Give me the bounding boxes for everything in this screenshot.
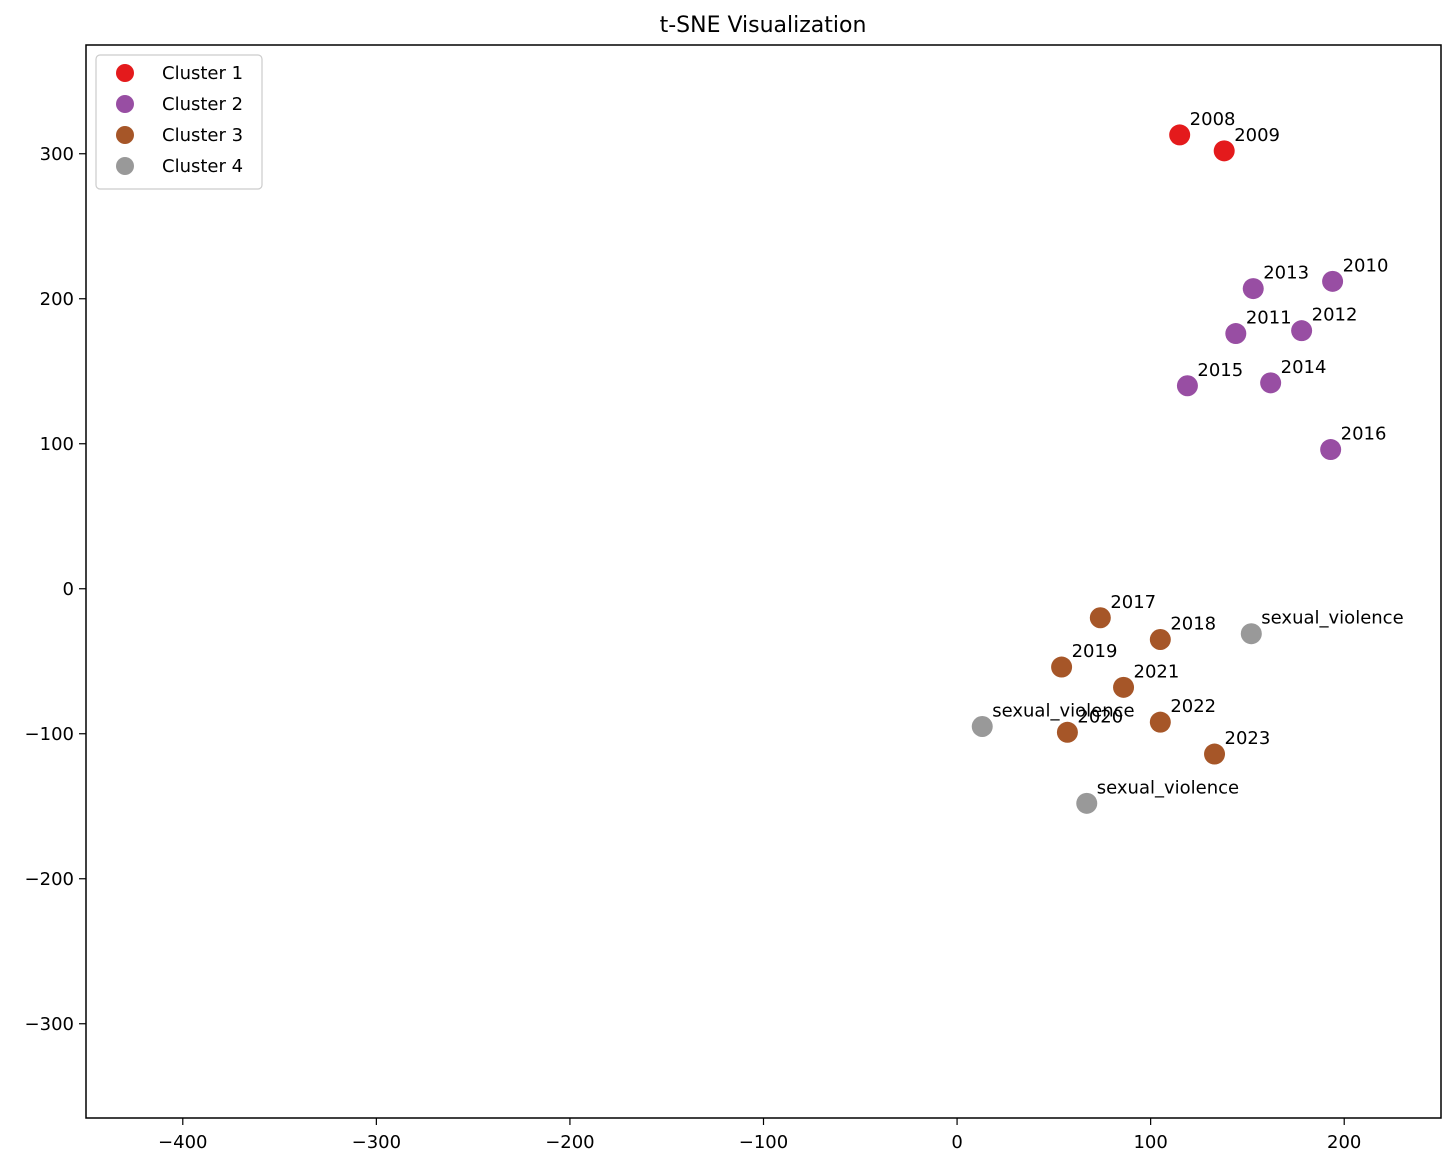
y-tick-label: 300 [40, 144, 74, 165]
point-label: 2012 [1312, 305, 1358, 326]
y-tick-label: 0 [63, 579, 74, 600]
y-axis-ticks: −300 −200 −100 0 100 200 300 [25, 144, 86, 1035]
legend: Cluster 1 Cluster 2 Cluster 3 Cluster 4 [95, 54, 263, 190]
data-point [1260, 372, 1282, 394]
data-point [1291, 320, 1313, 342]
data-point [1149, 711, 1171, 733]
x-tick-label: 100 [1133, 1132, 1167, 1153]
data-point [1056, 721, 1078, 743]
point-label: 2019 [1072, 641, 1118, 662]
data-point [1113, 676, 1135, 698]
data-point [1322, 270, 1344, 292]
y-tick-label: −300 [25, 1014, 74, 1035]
legend-label: Cluster 4 [162, 156, 243, 177]
legend-marker [116, 95, 134, 113]
point-label: 2010 [1343, 255, 1389, 276]
data-point [1320, 439, 1342, 461]
point-label: 2020 [1077, 706, 1123, 727]
point-label: 2018 [1170, 614, 1216, 635]
data-point [971, 716, 993, 737]
point-label: 2015 [1197, 360, 1243, 381]
chart-title: t-SNE Visualization [660, 13, 867, 38]
x-axis-ticks: −400 −300 −200 −100 0 100 200 [158, 1118, 1361, 1153]
legend-box [95, 54, 263, 190]
point-label: 2008 [1190, 109, 1236, 130]
legend-marker [116, 64, 134, 82]
point-label: 2013 [1263, 263, 1309, 284]
y-tick-label: 200 [40, 289, 74, 310]
plot-frame [85, 44, 1442, 1119]
x-tick-label: −400 [158, 1132, 207, 1153]
x-tick-label: −300 [352, 1132, 401, 1153]
y-tick-label: −100 [25, 724, 74, 745]
point-label: 2017 [1110, 592, 1156, 613]
point-label: 2022 [1170, 696, 1216, 717]
point-label: 2009 [1234, 125, 1280, 146]
y-tick-label: 100 [40, 434, 74, 455]
x-tick-label: −100 [739, 1132, 788, 1153]
legend-marker [116, 157, 134, 175]
data-point [1213, 140, 1235, 162]
data-point [1149, 629, 1171, 650]
point-label: 2014 [1281, 357, 1327, 378]
point-label: sexual_violence [1097, 777, 1239, 798]
data-point [1225, 323, 1247, 345]
data-point [1051, 656, 1073, 678]
data-point [1240, 623, 1262, 645]
data-point [1089, 607, 1111, 629]
point-label: 2023 [1225, 728, 1271, 749]
legend-label: Cluster 2 [162, 94, 243, 115]
data-point [1242, 278, 1264, 300]
legend-marker [116, 126, 134, 144]
legend-label: Cluster 3 [162, 125, 243, 146]
point-label: 2011 [1246, 308, 1292, 329]
point-label: sexual_violence [1261, 608, 1403, 629]
point-label: sexual_violence [992, 701, 1134, 722]
point-label: 2021 [1134, 661, 1180, 682]
data-point [1169, 124, 1191, 146]
x-tick-label: 0 [951, 1132, 962, 1153]
data-point [1176, 375, 1198, 397]
x-tick-label: −200 [545, 1132, 594, 1153]
data-points [971, 124, 1344, 814]
legend-label: Cluster 1 [162, 63, 243, 84]
data-point [1076, 792, 1098, 814]
y-tick-label: −200 [25, 869, 74, 890]
point-label: 2016 [1341, 424, 1387, 445]
x-tick-label: 200 [1327, 1132, 1361, 1153]
data-point [1204, 743, 1226, 765]
